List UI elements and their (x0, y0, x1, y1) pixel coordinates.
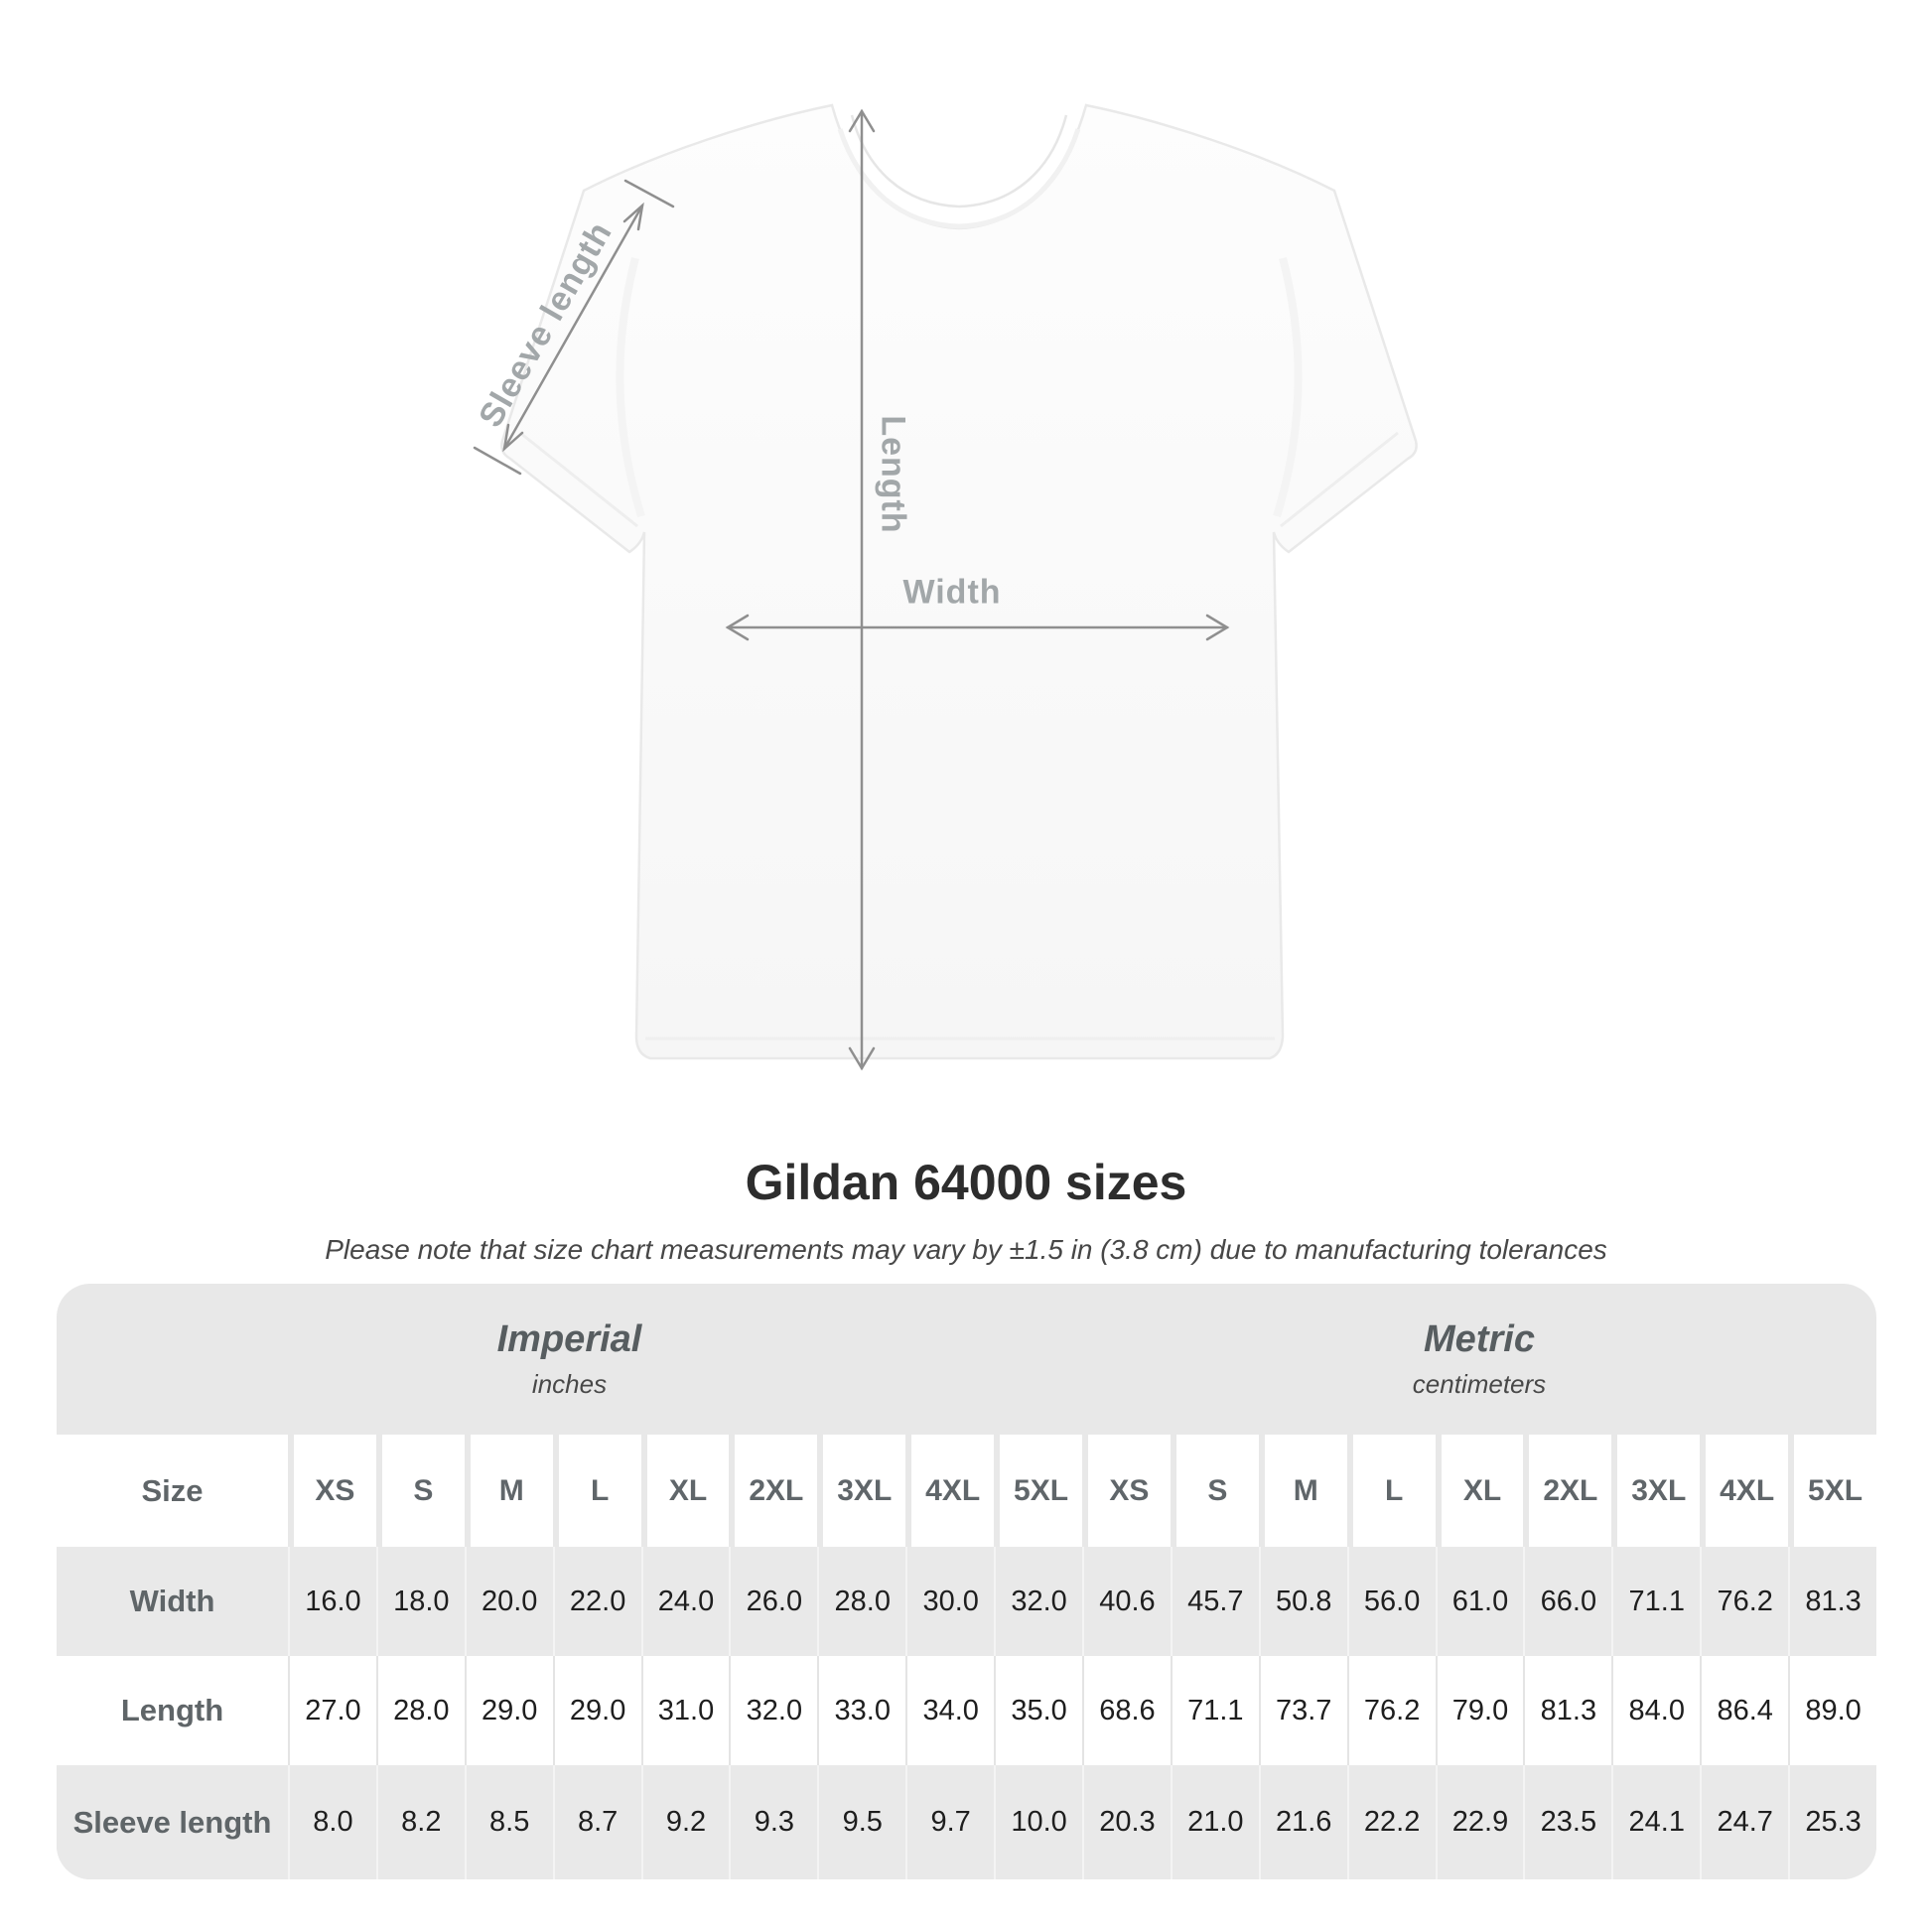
row-label-sleeve-length: Sleeve length (72, 1804, 272, 1840)
value-cell: 8.2 (375, 1765, 465, 1879)
value-cell: 84.0 (1611, 1656, 1700, 1765)
value-cell: 56.0 (1346, 1547, 1436, 1656)
value-cell: 28.0 (817, 1547, 905, 1656)
value-cell: 89.0 (1788, 1656, 1876, 1765)
size-header-imperial-3xl: 3XL (817, 1435, 905, 1547)
row-label-width: Width (129, 1584, 215, 1618)
value-cell: 22.0 (552, 1547, 641, 1656)
metric-group-header: Metric centimeters (1082, 1284, 1876, 1435)
value-cell: 22.9 (1435, 1765, 1524, 1879)
value-cell: 29.0 (464, 1656, 553, 1765)
size-header-imperial-xl: XL (640, 1435, 730, 1547)
width-label: Width (902, 573, 1002, 612)
size-table-grid: Size XS S M L XL 2XL 3XL 4XL 5XL XS S M L XL 2XL 3XL 4XL 5… (57, 1435, 1876, 1879)
value-cell: 24.7 (1700, 1765, 1788, 1879)
size-header-imperial-4xl: 4XL (905, 1435, 994, 1547)
value-cell: 16.0 (288, 1547, 376, 1656)
table-row: Sleeve length 8.0 8.2 8.5 8.7 9.2 9.3 9.5 9.7 10.… (57, 1765, 1876, 1879)
size-header-imperial-5xl: 5XL (994, 1435, 1082, 1547)
value-cell: 9.3 (729, 1765, 817, 1879)
size-header-metric-5xl: 5XL (1788, 1435, 1876, 1547)
table-row: Length 27.0 28.0 29.0 29.0 31.0 32.0 33.0 34.0 35… (57, 1656, 1876, 1765)
value-cell: 40.6 (1081, 1547, 1171, 1656)
value-cell: 10.0 (994, 1765, 1082, 1879)
size-header-metric-xs: XS (1081, 1435, 1171, 1547)
value-cell: 8.7 (552, 1765, 641, 1879)
value-cell: 21.6 (1258, 1765, 1347, 1879)
value-cell: 76.2 (1700, 1547, 1788, 1656)
size-header-imperial-2xl: 2XL (729, 1435, 817, 1547)
width-arrow (725, 614, 1230, 641)
value-cell: 18.0 (375, 1547, 465, 1656)
page-title: Gildan 64000 sizes (745, 1155, 1187, 1210)
value-cell: 24.0 (640, 1547, 730, 1656)
row-label-length: Length (120, 1693, 224, 1727)
value-cell: 26.0 (729, 1547, 817, 1656)
size-table: Imperial inches Metric centimeters Size X… (57, 1284, 1876, 1879)
value-cell: 30.0 (905, 1547, 994, 1656)
value-cell: 32.0 (994, 1547, 1082, 1656)
table-row: Width 16.0 18.0 20.0 22.0 24.0 26.0 28.0 30.0 32.… (57, 1547, 1876, 1656)
size-header-imperial-m: M (464, 1435, 553, 1547)
value-cell: 9.7 (905, 1765, 994, 1879)
value-cell: 76.2 (1346, 1656, 1436, 1765)
value-cell: 29.0 (552, 1656, 641, 1765)
value-cell: 31.0 (640, 1656, 730, 1765)
size-header-imperial-xs: XS (288, 1435, 376, 1547)
value-cell: 86.4 (1700, 1656, 1788, 1765)
size-header-metric-l: L (1346, 1435, 1436, 1547)
value-cell: 35.0 (994, 1656, 1082, 1765)
value-cell: 21.0 (1170, 1765, 1259, 1879)
value-cell: 27.0 (288, 1656, 376, 1765)
value-cell: 22.2 (1346, 1765, 1436, 1879)
length-label: Length (874, 415, 912, 534)
value-cell: 23.5 (1523, 1765, 1611, 1879)
value-cell: 33.0 (817, 1656, 905, 1765)
value-cell: 25.3 (1788, 1765, 1876, 1879)
size-header-imperial-l: L (552, 1435, 641, 1547)
size-column-header: Size (141, 1472, 204, 1508)
size-header-metric-2xl: 2XL (1523, 1435, 1611, 1547)
value-cell: 71.1 (1611, 1547, 1700, 1656)
metric-label: Metric (1424, 1318, 1535, 1360)
size-header-metric-3xl: 3XL (1611, 1435, 1700, 1547)
value-cell: 45.7 (1170, 1547, 1259, 1656)
value-cell: 68.6 (1081, 1656, 1171, 1765)
size-header-row: Size XS S M L XL 2XL 3XL 4XL 5XL XS S M L XL 2XL 3XL 4XL 5… (57, 1435, 1876, 1547)
value-cell: 71.1 (1170, 1656, 1259, 1765)
imperial-unit-label: inches (531, 1369, 608, 1399)
size-header-imperial-s: S (375, 1435, 465, 1547)
value-cell: 20.3 (1081, 1765, 1171, 1879)
size-header-metric-m: M (1258, 1435, 1347, 1547)
value-cell: 8.5 (464, 1765, 553, 1879)
value-cell: 8.0 (288, 1765, 376, 1879)
value-cell: 20.0 (464, 1547, 553, 1656)
sleeve-length-label: Sleeve length (472, 214, 621, 434)
size-header-metric-s: S (1170, 1435, 1259, 1547)
value-cell: 81.3 (1788, 1547, 1876, 1656)
tolerance-note: Please note that size chart measurements… (325, 1234, 1607, 1265)
imperial-group-header: Imperial inches (57, 1284, 1082, 1435)
value-cell: 24.1 (1611, 1765, 1700, 1879)
unit-group-header-row: Imperial inches Metric centimeters (57, 1284, 1876, 1435)
value-cell: 66.0 (1523, 1547, 1611, 1656)
value-cell: 9.5 (817, 1765, 905, 1879)
value-cell: 50.8 (1258, 1547, 1347, 1656)
metric-unit-label: centimeters (1412, 1369, 1547, 1399)
value-cell: 32.0 (729, 1656, 817, 1765)
value-cell: 81.3 (1523, 1656, 1611, 1765)
value-cell: 79.0 (1435, 1656, 1524, 1765)
size-header-metric-4xl: 4XL (1700, 1435, 1788, 1547)
imperial-label: Imperial (496, 1318, 642, 1360)
value-cell: 34.0 (905, 1656, 994, 1765)
value-cell: 61.0 (1435, 1547, 1524, 1656)
value-cell: 9.2 (640, 1765, 730, 1879)
value-cell: 73.7 (1258, 1656, 1347, 1765)
length-arrow (848, 108, 876, 1071)
value-cell: 28.0 (375, 1656, 465, 1765)
size-header-metric-xl: XL (1435, 1435, 1524, 1547)
